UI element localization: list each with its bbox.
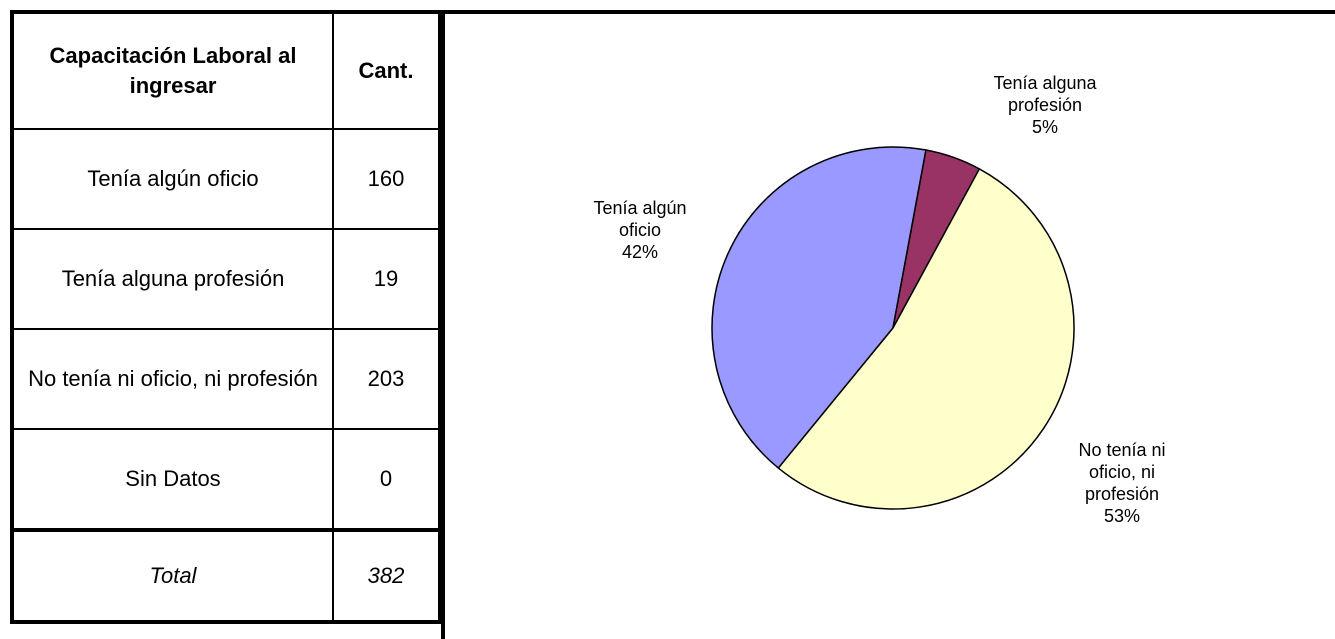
row: Tenía alguna profesión 19 <box>11 228 441 330</box>
cell: No tenía ni oficio, ni profesión <box>11 328 334 430</box>
cell: 0 <box>332 428 441 531</box>
cell: Tenía alguna profesión <box>11 228 334 330</box>
chart-panel <box>441 10 1335 639</box>
slice-percent: 42% <box>621 242 659 262</box>
pie-slice <box>777 167 1075 510</box>
slice-category: Tenía algún oficio <box>593 198 687 240</box>
data-table: Capacitación Laboral al ingresar Cant. T… <box>10 10 442 624</box>
row: Tenía algún oficio 160 <box>11 128 441 230</box>
slice-category: No tenía ni oficio, ni profesión <box>1078 440 1166 504</box>
slice-label: No tenía ni oficio, ni profesión 53% <box>1065 439 1180 527</box>
cell: 203 <box>332 328 441 430</box>
cell: Sin Datos <box>11 428 334 531</box>
cell: Total <box>11 528 334 623</box>
slice-label: Tenía alguna profesión 5% <box>970 72 1120 138</box>
slice-percent: 53% <box>1103 506 1141 526</box>
total-row: Total 382 <box>11 528 441 623</box>
header-cell: Capacitación Laboral al ingresar <box>11 11 334 130</box>
pie-slice <box>711 146 927 470</box>
slice-category: Tenía alguna profesión <box>993 73 1097 115</box>
header-cell: Cant. <box>332 11 441 130</box>
cell: 19 <box>332 228 441 330</box>
slice-percent: 5% <box>1031 117 1058 137</box>
row: Sin Datos 0 <box>11 428 441 531</box>
row: No tenía ni oficio, ni profesión 203 <box>11 328 441 430</box>
header-row: Capacitación Laboral al ingresar Cant. <box>11 11 441 130</box>
slice-label: Tenía algún oficio 42% <box>580 197 700 263</box>
cell: Tenía algún oficio <box>11 128 334 230</box>
cell: 382 <box>332 528 441 623</box>
cell: 160 <box>332 128 441 230</box>
